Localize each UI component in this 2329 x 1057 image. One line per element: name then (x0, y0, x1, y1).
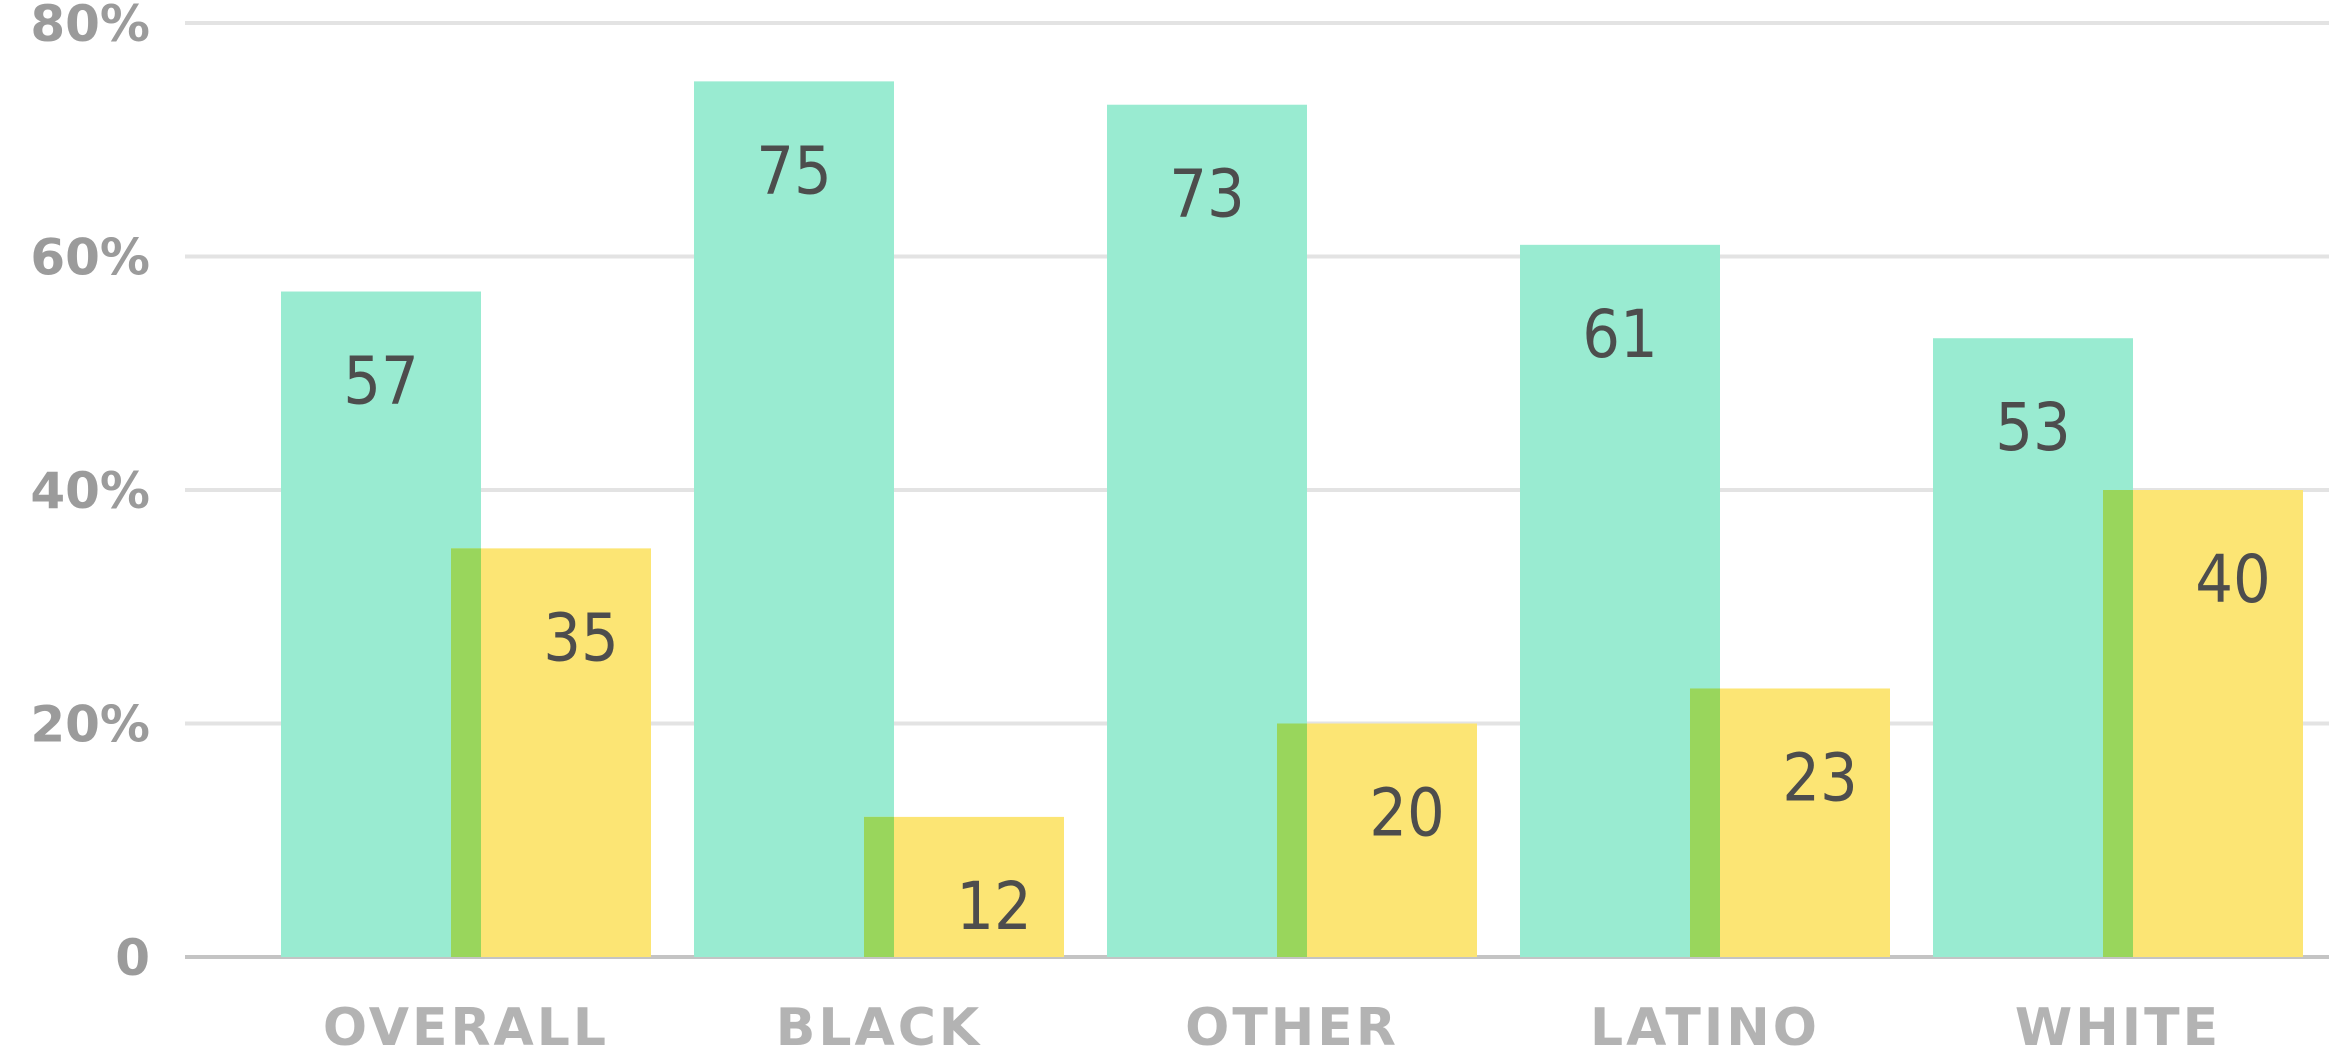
data-label-series-1: 57 (343, 343, 419, 420)
data-label-series-2: 40 (2195, 541, 2271, 618)
bar-series-2 (1690, 688, 1890, 957)
data-labels: 57 35 75 12 73 20 61 23 53 40 (343, 132, 2271, 945)
bar-overlap (451, 548, 481, 957)
bar-series-2 (1277, 723, 1477, 957)
data-label-series-1: 75 (756, 132, 832, 209)
bar-overlap (2103, 490, 2133, 957)
x-tick-label: LATINO (1590, 998, 1820, 1057)
bar-series-1 (1107, 104, 1307, 958)
bar-series-1 (1520, 244, 1720, 957)
x-axis-tick-labels: OVERALL BLACK OTHER LATINO WHITE (323, 998, 2221, 1057)
data-label-series-2: 23 (1782, 739, 1858, 816)
y-tick-label: 60% (30, 229, 150, 287)
x-tick-label: WHITE (2015, 998, 2221, 1057)
data-label-series-1: 53 (1995, 389, 2071, 466)
bar-series-1 (694, 81, 894, 957)
data-label-series-1: 61 (1582, 296, 1658, 373)
bar-overlap (1277, 723, 1307, 957)
y-axis-tick-labels: 0 20% 40% 60% 80% (30, 0, 150, 987)
data-label-series-1: 73 (1169, 156, 1245, 233)
y-tick-label: 40% (30, 462, 150, 520)
bar-series-2 (864, 816, 1064, 957)
bar-overlap (864, 816, 894, 957)
y-tick-label: 20% (30, 696, 150, 754)
bars (281, 81, 2303, 958)
data-label-series-2: 35 (543, 599, 619, 676)
data-label-series-2: 20 (1369, 775, 1445, 852)
x-tick-label: OVERALL (323, 998, 609, 1057)
bar-series-1 (1933, 338, 2133, 958)
bar-series-2 (451, 548, 651, 957)
data-label-series-2: 12 (956, 868, 1032, 945)
bar-series-2 (2103, 490, 2303, 957)
bar-series-1 (281, 291, 481, 957)
y-tick-label: 0 (115, 929, 150, 987)
x-tick-label: BLACK (776, 998, 982, 1057)
y-tick-label: 80% (30, 0, 150, 53)
bar-overlap (1690, 688, 1720, 957)
x-tick-label: OTHER (1185, 998, 1399, 1057)
